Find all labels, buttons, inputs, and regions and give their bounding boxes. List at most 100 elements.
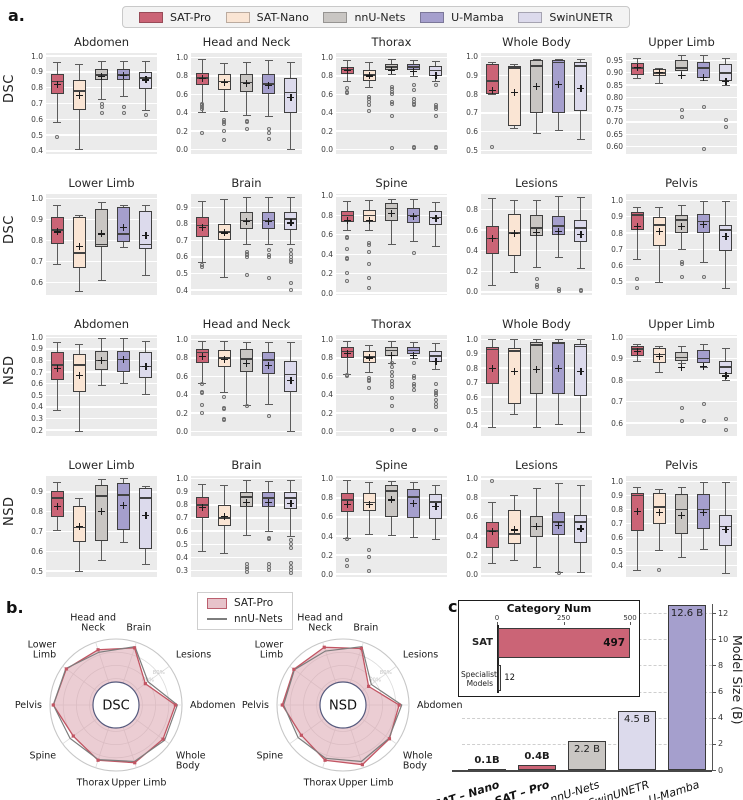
whisker-cap: [721, 85, 730, 87]
outlier-point: [244, 273, 249, 278]
whisker-cap: [220, 63, 229, 65]
whisker-cap: [242, 404, 251, 406]
mean-marker: [243, 359, 250, 367]
subplot-title: Abdomen: [73, 317, 130, 331]
gridline: [626, 121, 737, 123]
whisker-cap: [431, 201, 440, 203]
gridline: [626, 96, 737, 99]
median-line: [51, 496, 63, 499]
whisker-cap: [633, 343, 642, 345]
metric-axis-label: NSD: [0, 454, 18, 595]
y-tick-label: 0.0: [321, 426, 333, 436]
whisker-cap: [576, 572, 585, 574]
mean-marker: [365, 72, 373, 80]
panel-a-label: a.: [8, 6, 25, 25]
y-tick-label: 0.0: [176, 144, 188, 154]
gridline: [626, 281, 737, 283]
subplot-title: Pelvis: [665, 176, 698, 190]
outlier-point: [266, 248, 271, 253]
y-tick-label: 0.0: [321, 569, 333, 579]
sat-pro-vertex: [96, 758, 100, 762]
gridline: [46, 406, 157, 408]
gridline: [336, 148, 447, 151]
outlier-point: [222, 395, 227, 400]
outlier-point: [490, 478, 495, 483]
outlier-point: [244, 127, 249, 132]
whisker-cap: [53, 341, 62, 343]
mean-marker: [678, 223, 685, 231]
outlier-point: [411, 87, 416, 92]
mean-marker: [633, 223, 641, 231]
inset-x-tick-mark: [497, 622, 498, 625]
inset-x-tick-mark: [630, 622, 631, 625]
whisker-cap: [343, 479, 352, 481]
median-line: [720, 71, 732, 74]
subplot-title: Spine: [375, 176, 408, 190]
radar-radial-tick: 60%: [369, 678, 381, 684]
y-tick-label: 1.0: [321, 191, 333, 201]
outlier-point: [55, 134, 60, 139]
inset-category-label: Specialist Models: [461, 670, 497, 688]
boxplot-row: DSC Abdomen 0.4 0.5 0.6 0.7 0.8 0.9 1.0 Head and …: [0, 31, 743, 172]
whisker-cap: [365, 229, 374, 231]
whisker-cap: [53, 62, 62, 64]
gridline: [336, 130, 447, 132]
plot-area: [191, 194, 302, 295]
whisker-cap: [721, 380, 730, 382]
y-tick-label: 0.5: [176, 268, 188, 278]
metric-axis-text: DSC: [2, 215, 17, 244]
y-tick-label: 1.0: [466, 474, 478, 484]
median-line: [698, 66, 710, 69]
outlier-point: [367, 554, 372, 559]
plot-area: [481, 53, 592, 154]
outlier-point: [411, 376, 416, 381]
outlier-point: [411, 428, 416, 433]
y-tick-label: 0.2: [321, 550, 333, 560]
outlier-point: [367, 386, 372, 391]
y-tick-mark: [712, 613, 716, 615]
mean-marker: [53, 503, 61, 511]
gridline: [191, 148, 302, 151]
y-tick-label: 1.0: [611, 196, 623, 206]
gridline: [336, 75, 447, 77]
whisker-cap: [119, 60, 128, 62]
outlier-point: [222, 129, 227, 134]
median-line: [386, 65, 397, 68]
y-tick-label: 0.8: [611, 228, 623, 238]
gridline: [336, 375, 447, 377]
radar-legend-nnu-label: nnU-Nets: [234, 613, 283, 625]
outlier-point: [679, 406, 684, 411]
sat-pro-vertex: [280, 703, 284, 707]
whisker: [246, 342, 247, 405]
outlier-point: [679, 275, 684, 280]
outlier-point: [200, 411, 205, 416]
metric-axis-label: DSC: [0, 172, 18, 313]
gridline: [191, 430, 302, 433]
whisker-cap: [365, 86, 374, 88]
outlier-point: [288, 288, 293, 293]
outlier-point: [534, 276, 539, 281]
sat-pro-vertex: [64, 667, 68, 671]
median-line: [263, 497, 275, 500]
mean-marker: [577, 368, 585, 376]
whisker-cap: [264, 197, 273, 199]
mean-marker: [243, 498, 250, 506]
outlier-point: [143, 112, 148, 117]
whisker-cap: [510, 200, 519, 202]
whisker-cap: [387, 362, 396, 364]
plot-area: [191, 476, 302, 577]
outlier-point: [389, 101, 394, 106]
outlier-point: [266, 564, 271, 569]
y-tick-label: 0.0: [321, 144, 333, 154]
mean-marker: [633, 64, 641, 72]
gridline: [46, 102, 157, 105]
whisker-cap: [488, 501, 497, 503]
outlier-point: [288, 571, 293, 576]
whisker: [636, 207, 638, 260]
boxplot-subplot: Lower Limb 0.6 0.7 0.8 0.9 1.0: [18, 172, 163, 313]
whisker-cap: [677, 487, 686, 489]
plot-area: [481, 335, 592, 436]
whisker: [201, 59, 203, 112]
mean-marker: [722, 232, 730, 240]
y-tick-label: 0.8: [31, 83, 43, 93]
